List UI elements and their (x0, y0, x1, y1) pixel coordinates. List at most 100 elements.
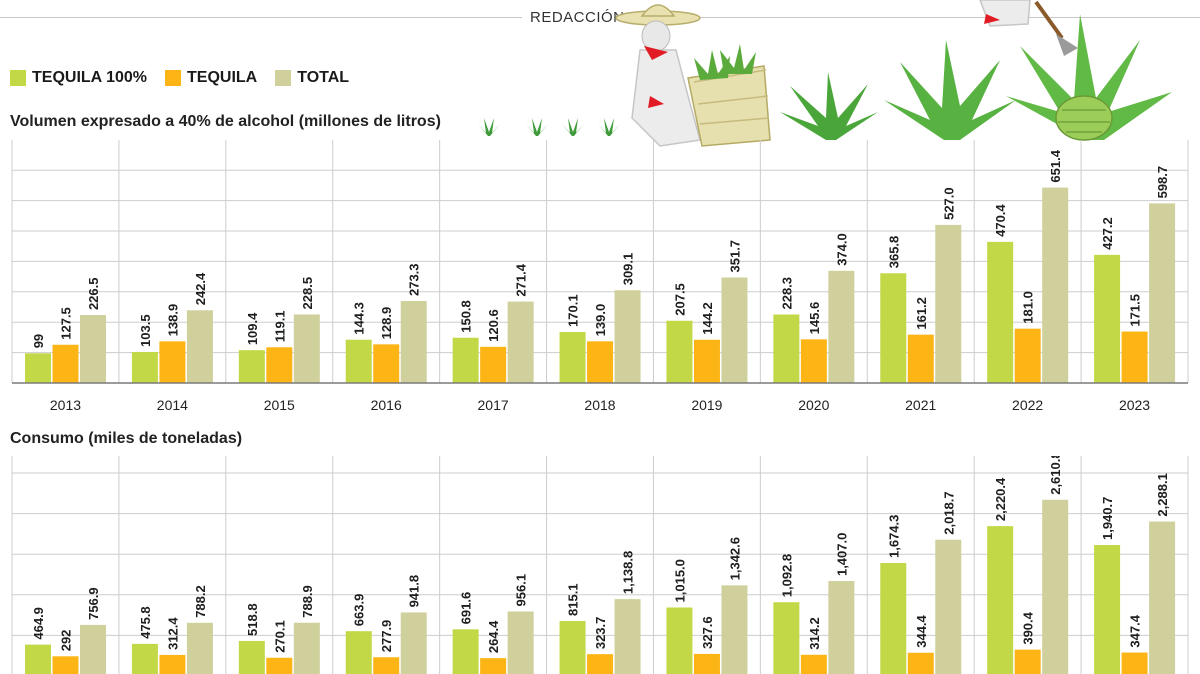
data-label: 120.6 (486, 309, 501, 342)
bar-tequila-100--2013 (25, 644, 51, 674)
data-label: 390.4 (1021, 611, 1036, 644)
data-label: 2,220.4 (993, 477, 1008, 521)
bar-tequila-2016 (373, 657, 400, 674)
bar-tequila-2021 (907, 652, 934, 674)
data-label: 374.0 (834, 233, 849, 266)
bar-tequila-2022 (1014, 649, 1041, 674)
data-label: 470.4 (993, 204, 1008, 237)
data-label: 170.1 (566, 294, 581, 327)
data-label: 138.9 (165, 304, 180, 337)
data-label: 144.3 (352, 302, 367, 335)
bar-total-2013 (80, 624, 106, 674)
bar-tequila-100--2019 (666, 320, 693, 383)
bar-tequila-100--2020 (773, 602, 800, 674)
bar-total-2017 (507, 301, 534, 383)
data-label: 2,288.1 (1155, 473, 1170, 516)
data-label: 1,940.7 (1100, 497, 1115, 540)
x-tick-label: 2020 (798, 397, 829, 413)
bar-total-2020 (828, 270, 855, 383)
farmer-with-coa-icon (979, 0, 1078, 56)
bar-tequila-100--2021 (880, 273, 907, 383)
data-label: 464.9 (31, 607, 46, 640)
bar-total-2017 (507, 611, 534, 674)
farmer-icon (615, 4, 701, 147)
x-tick-label: 2018 (584, 397, 615, 413)
data-label: 518.8 (245, 603, 260, 636)
bar-tequila-2013 (52, 656, 79, 674)
data-label: 941.8 (407, 575, 422, 608)
bar-total-2022 (1042, 187, 1069, 383)
bar-tequila-2021 (907, 334, 934, 383)
chart-title-volumen: Volumen expresado a 40% de alcohol (mill… (10, 113, 441, 130)
data-label: 2,018.7 (941, 491, 956, 534)
bar-total-2015 (293, 314, 320, 383)
data-label: 127.5 (59, 307, 74, 340)
data-label: 344.4 (914, 614, 929, 647)
data-label: 271.4 (514, 263, 529, 296)
data-label: 663.9 (352, 594, 367, 627)
x-tick-label: 2019 (691, 397, 722, 413)
bar-tequila-100--2022 (987, 526, 1014, 674)
bar-tequila-2018 (587, 654, 614, 674)
data-label: 2,610.8 (1048, 456, 1063, 495)
data-label: 427.2 (1100, 217, 1115, 250)
legend-label: TEQUILA (187, 69, 258, 86)
bar-tequila-100--2018 (559, 331, 586, 383)
x-tick-label: 2022 (1012, 397, 1043, 413)
data-label: 475.8 (138, 606, 153, 639)
bar-tequila-2013 (52, 344, 79, 383)
data-label: 598.7 (1155, 166, 1170, 199)
bar-total-2018 (614, 290, 641, 383)
data-label: 228.3 (779, 277, 794, 310)
bar-total-2018 (614, 599, 641, 674)
data-label: 181.0 (1021, 291, 1036, 324)
bar-tequila-100--2022 (987, 241, 1014, 383)
x-tick-label: 2023 (1119, 397, 1150, 413)
data-label: 347.4 (1128, 614, 1143, 647)
bar-total-2019 (721, 277, 748, 383)
data-label: 351.7 (727, 240, 742, 273)
data-label: 309.1 (621, 253, 636, 286)
bar-total-2021 (935, 539, 962, 674)
data-label: 1,092.8 (779, 554, 794, 597)
bar-total-2022 (1042, 499, 1069, 674)
data-label: 161.2 (914, 297, 929, 330)
bar-tequila-100--2020 (773, 314, 800, 383)
byline: REDACCIÓN (522, 9, 633, 26)
data-label: 1,015.0 (672, 559, 687, 602)
bar-tequila-2014 (159, 654, 186, 674)
data-label: 292 (59, 630, 74, 652)
data-label: 365.8 (886, 236, 901, 269)
bar-total-2013 (80, 315, 106, 383)
agave-farmer-illustration (478, 0, 1172, 147)
bar-tequila-2023 (1121, 652, 1148, 674)
bar-tequila-100--2023 (1094, 254, 1121, 383)
x-tick-label: 2013 (50, 397, 81, 413)
bar-tequila-2018 (587, 341, 614, 383)
bar-tequila-100--2014 (131, 643, 158, 674)
bar-total-2023 (1149, 521, 1176, 674)
chart-consumo: 464.9 292 756.9 475.8 312.4 788.2 518.8 270.1 78… (11, 456, 1189, 674)
data-label: 1,674.3 (886, 515, 901, 558)
data-label: 527.0 (941, 187, 956, 220)
bar-tequila-2020 (800, 339, 827, 383)
data-label: 314.2 (807, 617, 822, 650)
chart-volumen: 99 127.5 226.5 2013 103.5 138.9 242.4 2014 109.4… (11, 140, 1189, 413)
data-label: 226.5 (86, 278, 101, 311)
bar-tequila-100--2019 (666, 607, 693, 674)
bar-total-2014 (186, 622, 213, 674)
legend-swatch (165, 70, 181, 86)
data-label: 128.9 (379, 307, 394, 340)
x-tick-label: 2014 (157, 397, 188, 413)
data-label: 815.1 (566, 583, 581, 616)
data-label: 139.0 (593, 304, 608, 337)
data-label: 144.2 (700, 302, 715, 335)
bar-total-2020 (828, 581, 855, 674)
x-tick-label: 2017 (478, 397, 509, 413)
legend: TEQUILA 100% TEQUILA TOTAL (10, 69, 349, 87)
data-label: 312.4 (165, 617, 180, 650)
data-label: 273.3 (407, 263, 422, 296)
data-label: 228.5 (300, 277, 315, 310)
bar-tequila-100--2018 (559, 620, 586, 674)
data-label: 150.8 (459, 300, 474, 333)
